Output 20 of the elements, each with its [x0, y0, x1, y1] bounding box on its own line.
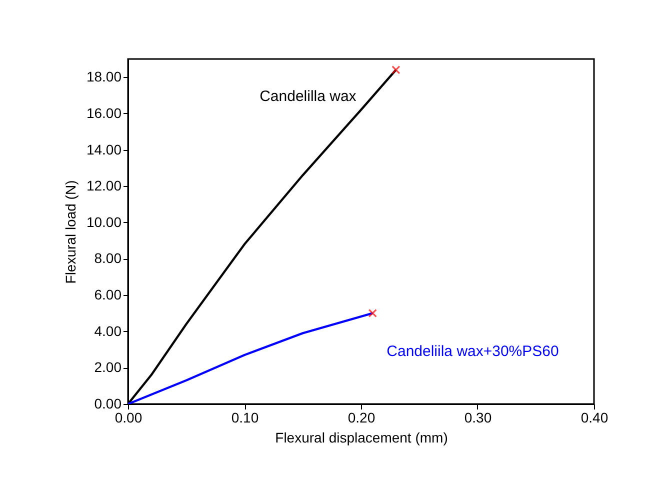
- y-tick-label: 16.00: [86, 104, 122, 121]
- x-tick-label: 0.30: [464, 410, 492, 426]
- y-tick-label: 14.00: [86, 141, 122, 158]
- y-tick-label: 8.00: [94, 250, 122, 266]
- y-tick-label: 0.00: [94, 396, 122, 412]
- line-series: [128, 312, 374, 404]
- y-tick-label: 12.00: [86, 178, 122, 194]
- y-tick-label: 6.00: [94, 286, 122, 303]
- y-tick-label: 18.00: [86, 68, 122, 85]
- y-axis-title: Flexural load (N): [62, 180, 78, 284]
- text: Candeliila wax+30%PS60: [386, 343, 559, 360]
- x-tick-label: 0.20: [348, 410, 376, 426]
- x-tick-label: 0.40: [580, 410, 608, 426]
- x-axis-title: Flexural displacement (mm): [275, 430, 448, 446]
- y-tick-label: 10.00: [86, 214, 122, 230]
- y-tick-label: 4.00: [94, 322, 122, 339]
- y-tick-label: 2.00: [94, 359, 122, 376]
- x-tick-label: 0.00: [114, 410, 142, 426]
- series-label: Candelilla wax: [260, 88, 357, 105]
- x-tick-label: 0.10: [231, 410, 259, 426]
